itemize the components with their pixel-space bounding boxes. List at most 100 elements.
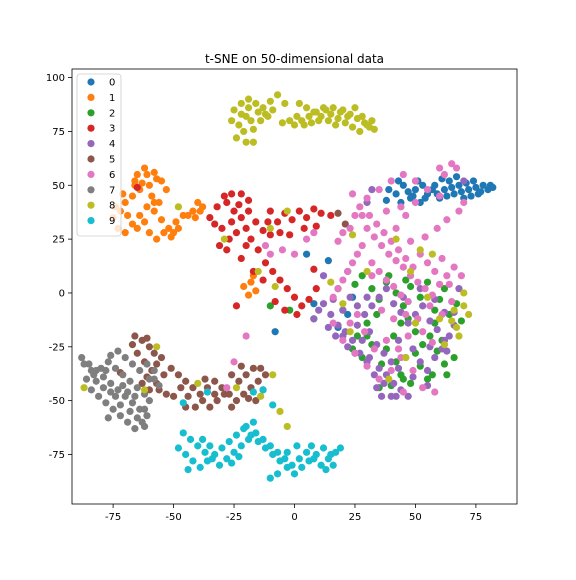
point-5-28 [235, 377, 243, 385]
point-8-23 [290, 121, 299, 129]
y-tick-label: 0 [59, 288, 65, 299]
point-1-33 [138, 179, 146, 187]
point-0-30 [467, 192, 475, 200]
point-9-48 [249, 418, 257, 426]
point-6-82 [348, 190, 357, 198]
point-8-77 [339, 300, 347, 308]
legend-marker-8 [87, 201, 95, 209]
point-5-4 [157, 353, 166, 362]
point-2-32 [373, 310, 381, 319]
point-7-14 [109, 405, 117, 413]
point-6-25 [397, 291, 405, 299]
point-7-41 [126, 407, 134, 415]
point-1-7 [121, 198, 129, 207]
point-9-37 [276, 457, 284, 465]
point-3-20 [302, 213, 311, 222]
point-4-43 [419, 302, 427, 310]
point-0-15 [469, 177, 478, 185]
point-7-31 [128, 360, 137, 368]
point-5-42 [252, 397, 260, 405]
point-0-28 [457, 188, 465, 196]
point-4-30 [315, 306, 323, 314]
point-0-38 [477, 188, 485, 196]
legend-label-2: 2 [109, 108, 115, 119]
point-6-76 [310, 229, 318, 237]
point-9-35 [261, 444, 270, 452]
points-layer [78, 91, 497, 482]
legend-label-0: 0 [109, 78, 115, 89]
point-6-100 [402, 211, 410, 220]
point-6-104 [460, 198, 468, 207]
point-0-34 [409, 192, 417, 200]
point-6-60 [382, 336, 390, 344]
point-6-2 [377, 241, 386, 250]
point-3-2 [223, 198, 231, 207]
point-6-62 [404, 332, 412, 340]
point-1-22 [160, 229, 168, 237]
point-3-42 [228, 190, 236, 198]
point-1-1 [140, 164, 149, 172]
point-2-18 [411, 328, 420, 336]
point-8-17 [242, 138, 250, 146]
point-3-22 [317, 209, 325, 217]
point-3-18 [288, 216, 296, 224]
point-4-4 [344, 343, 352, 351]
point-7-52 [145, 375, 153, 383]
point-6-50 [448, 160, 456, 168]
point-5-51 [211, 390, 219, 398]
point-6-47 [423, 185, 432, 194]
point-4-28 [348, 336, 357, 344]
point-4-39 [390, 300, 398, 308]
point-1-6 [128, 192, 137, 200]
point-9-61 [259, 386, 267, 394]
point-0-14 [465, 185, 473, 194]
point-8-64 [194, 379, 202, 388]
point-1-2 [150, 168, 158, 176]
point-8-76 [346, 328, 354, 336]
point-4-31 [310, 315, 318, 323]
point-6-59 [370, 345, 378, 353]
series-7 [78, 347, 163, 433]
point-6-84 [339, 336, 347, 344]
point-9-25 [189, 457, 197, 465]
point-3-38 [271, 297, 279, 306]
point-3-39 [281, 306, 289, 314]
point-2-20 [426, 332, 434, 340]
point-7-15 [102, 399, 110, 407]
point-9-19 [317, 461, 325, 469]
point-3-31 [298, 302, 306, 310]
point-1-30 [162, 185, 170, 194]
chart-title: t-SNE on 50-dimensional data [205, 52, 384, 66]
point-9-36 [269, 450, 277, 459]
point-3-26 [261, 259, 270, 267]
point-6-40 [351, 211, 359, 220]
point-6-97 [406, 237, 415, 245]
point-8-35 [295, 99, 303, 108]
point-1-44 [247, 278, 255, 286]
point-4-62 [365, 353, 374, 362]
point-8-92 [416, 246, 424, 254]
legend-label-5: 5 [109, 155, 115, 166]
point-5-44 [237, 362, 245, 370]
point-5-18 [211, 377, 219, 385]
point-8-25 [305, 112, 313, 120]
legend-label-3: 3 [109, 124, 115, 135]
point-3-28 [276, 276, 284, 284]
point-8-63 [283, 207, 291, 215]
point-0-35 [419, 181, 427, 189]
point-6-83 [329, 319, 337, 327]
point-2-22 [440, 360, 449, 368]
point-0-43 [271, 328, 279, 336]
point-7-49 [92, 377, 100, 385]
point-3-35 [237, 254, 245, 263]
point-1-45 [240, 282, 248, 291]
point-8-66 [232, 384, 241, 392]
point-4-6 [358, 336, 366, 344]
point-6-44 [387, 177, 395, 185]
point-3-55 [266, 207, 274, 215]
point-9-53 [184, 465, 192, 474]
point-4-33 [332, 332, 340, 340]
y-tick-label: 50 [52, 181, 65, 192]
legend-label-8: 8 [109, 201, 115, 212]
